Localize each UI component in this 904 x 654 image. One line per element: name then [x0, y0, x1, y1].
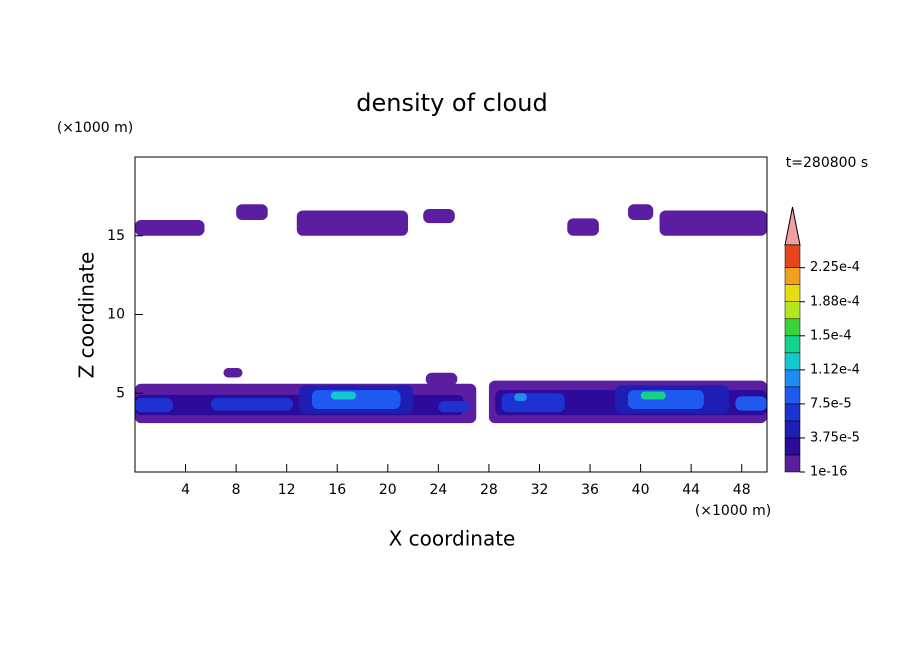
contour-patch	[425, 372, 458, 386]
colorbar-segment	[784, 369, 801, 388]
colorbar-tick-label: 1e-16	[810, 465, 848, 480]
colorbar-tick-label: 1.12e-4	[810, 362, 860, 377]
contour-patch	[514, 393, 527, 402]
contour-patch	[735, 396, 767, 411]
contour-patch	[423, 208, 455, 224]
time-annotation: t=280800 s	[786, 155, 868, 171]
x-tick-label: 32	[531, 482, 549, 498]
colorbar-segment	[784, 420, 801, 439]
x-unit: (×1000 m)	[695, 503, 771, 519]
contour-patch	[311, 390, 401, 409]
contour-patch	[640, 391, 666, 400]
colorbar-segment	[784, 454, 801, 473]
x-tick-label: 12	[278, 482, 296, 498]
x-tick-label: 48	[733, 482, 751, 498]
colorbar-segment	[784, 301, 801, 320]
colorbar-tick-label: 1.88e-4	[810, 294, 860, 309]
contour-patch	[236, 204, 268, 220]
contour-patch	[627, 390, 704, 409]
plot-area	[135, 204, 767, 424]
contour-patch	[135, 220, 205, 236]
contour-patch	[659, 210, 767, 236]
colorbar-segment	[784, 386, 801, 405]
contour-patch	[223, 368, 243, 378]
colorbar-tick-label: 3.75e-5	[810, 430, 860, 445]
x-tick-label: 16	[328, 482, 346, 498]
x-tick-label: 20	[379, 482, 397, 498]
colorbar-segment	[784, 244, 801, 268]
y-axis-label: Z coordinate	[75, 252, 99, 379]
colorbar-segment	[784, 352, 801, 371]
colorbar-tick-label: 2.25e-4	[810, 260, 860, 275]
x-tick-label: 24	[429, 482, 447, 498]
x-tick-label: 40	[632, 482, 650, 498]
x-tick-label: 8	[232, 482, 241, 498]
y-tick-label: 5	[116, 385, 125, 401]
y-tick-label: 15	[107, 228, 125, 244]
y-unit: (×1000 m)	[57, 120, 133, 136]
x-tick-label: 4	[181, 482, 190, 498]
colorbar-segment	[784, 284, 801, 303]
x-tick-label: 36	[581, 482, 599, 498]
y-tick-label: 10	[107, 307, 125, 323]
colorbar-tick-label: 1.5e-4	[810, 328, 852, 343]
colorbar-segment	[784, 318, 801, 337]
colorbar-tick-label: 7.5e-5	[810, 396, 852, 411]
x-tick-label: 44	[682, 482, 700, 498]
x-axis-label: X coordinate	[389, 527, 516, 551]
contour-patch	[627, 204, 654, 220]
chart-title: density of cloud	[356, 89, 547, 117]
colorbar-segment	[784, 403, 801, 422]
colorbar-segment	[784, 335, 801, 354]
colorbar-segment	[784, 267, 801, 285]
contour-patch	[296, 210, 409, 236]
contour-patch	[567, 218, 599, 236]
x-tick-label: 28	[480, 482, 498, 498]
contour-patch	[135, 397, 173, 413]
colorbar-segment	[784, 437, 801, 456]
contour-patch	[501, 393, 565, 413]
contour-patch	[330, 391, 357, 400]
contour-patch	[210, 397, 293, 411]
contour-patch	[438, 401, 470, 413]
